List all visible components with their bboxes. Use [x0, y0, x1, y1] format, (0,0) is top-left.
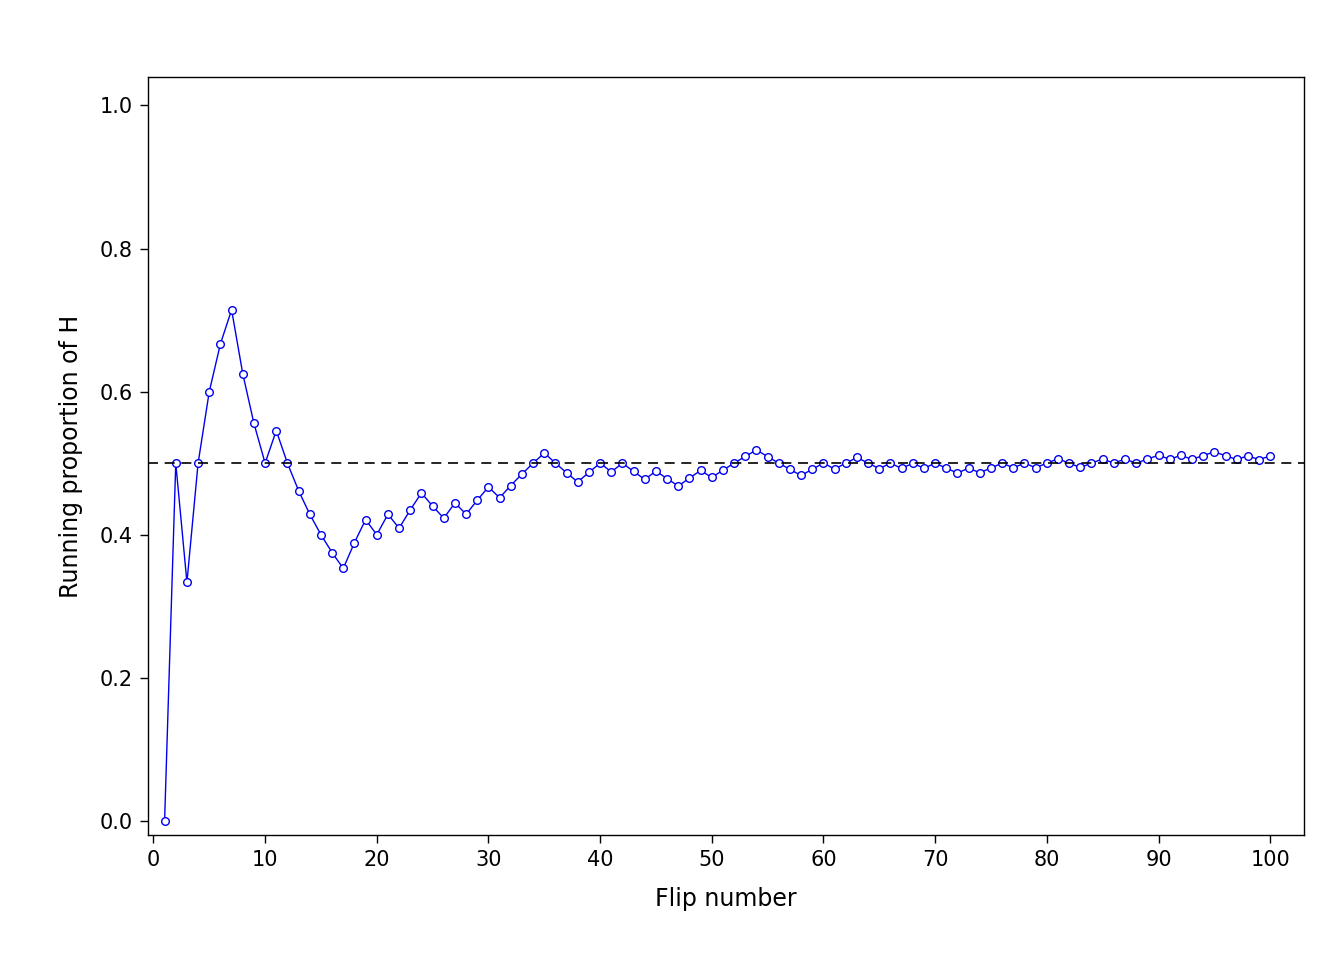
X-axis label: Flip number: Flip number	[655, 887, 797, 911]
Y-axis label: Running proportion of H: Running proportion of H	[59, 314, 82, 598]
